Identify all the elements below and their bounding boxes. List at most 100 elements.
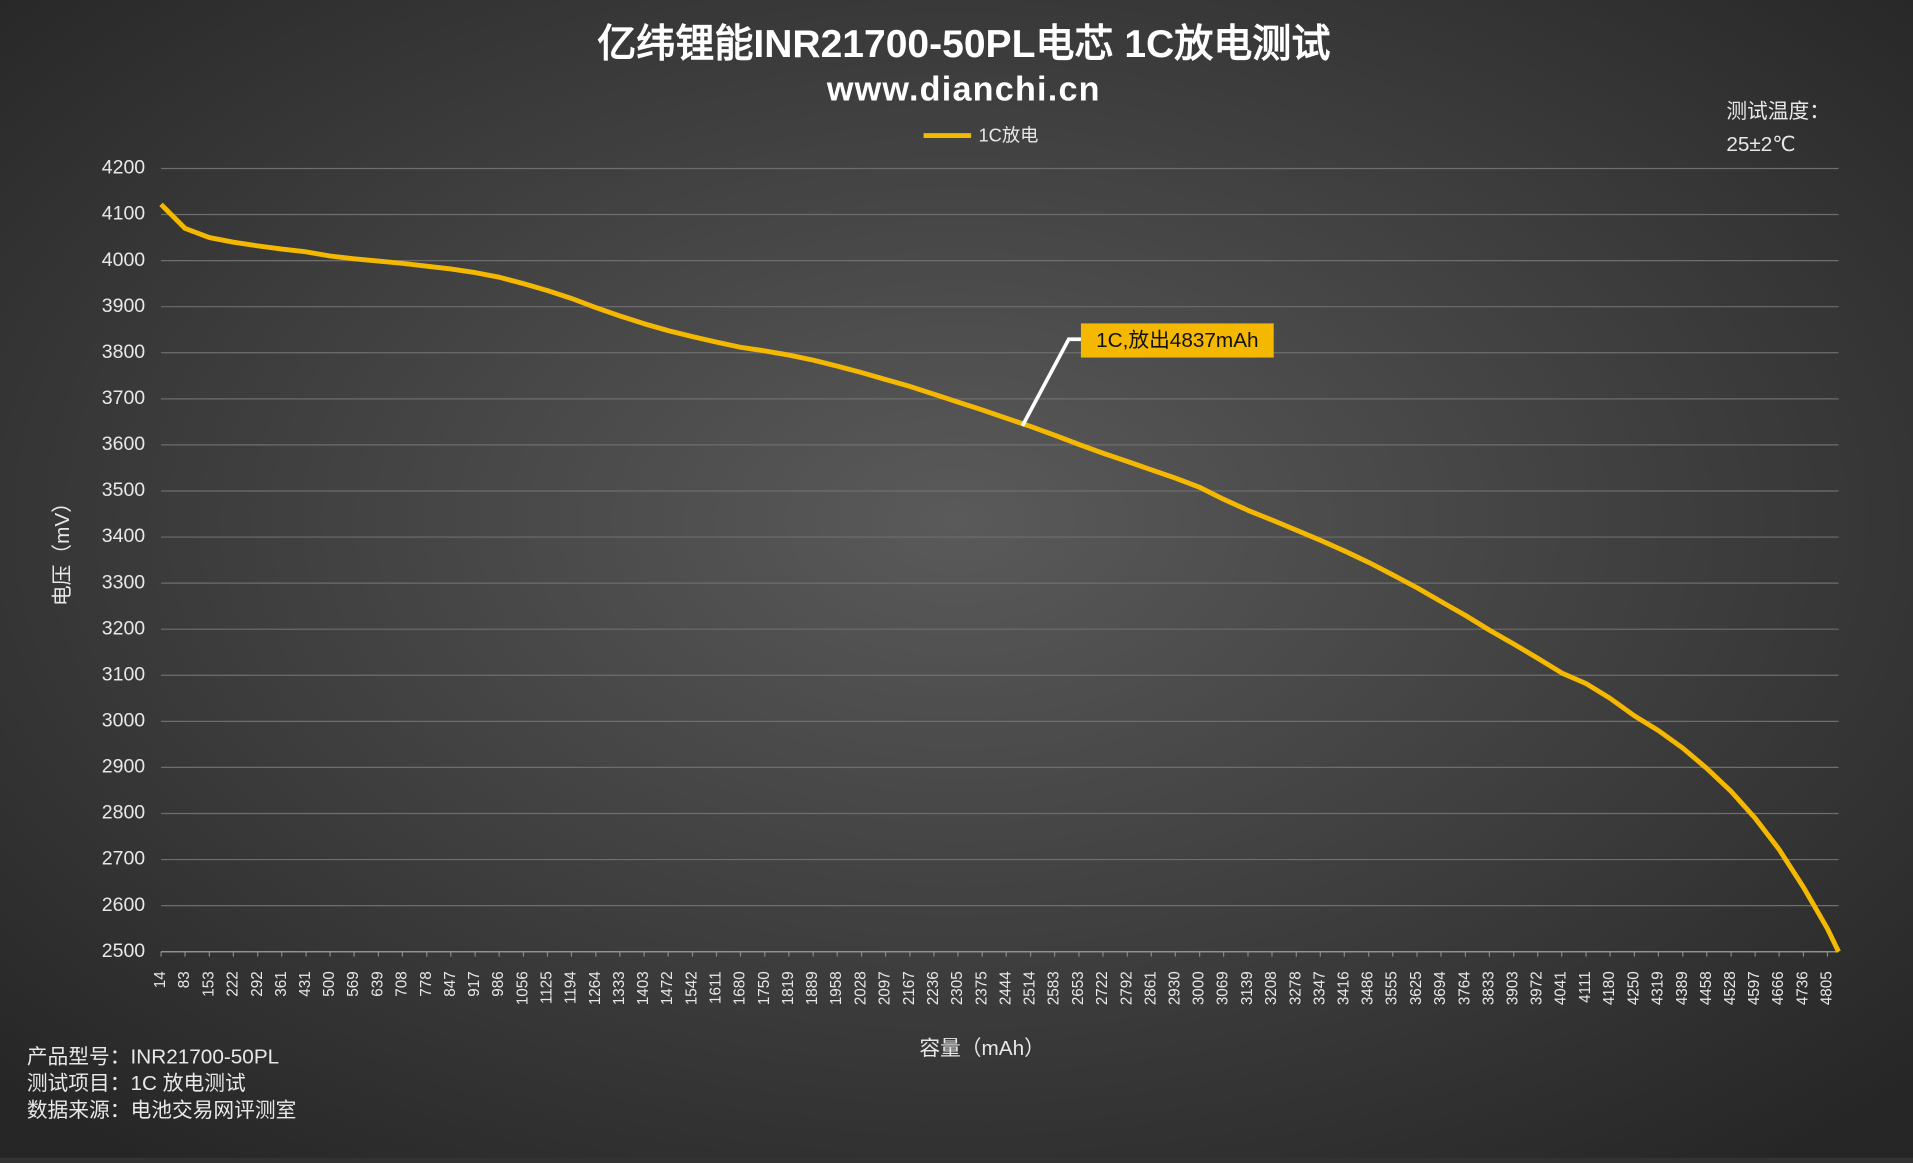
y-tick-label: 3600 xyxy=(102,433,146,455)
x-tick-label: 2236 xyxy=(925,971,942,1005)
note: 测试温度： xyxy=(1726,100,1830,123)
x-tick-label: 2444 xyxy=(997,971,1014,1005)
x-tick-label: 2097 xyxy=(877,971,894,1005)
x-tick-label: 3555 xyxy=(1384,971,1401,1005)
y-tick-label: 3700 xyxy=(102,387,146,409)
y-tick-label: 3500 xyxy=(102,479,146,501)
x-tick-label: 847 xyxy=(442,971,459,996)
x-tick-label: 4180 xyxy=(1601,971,1618,1005)
x-tick-label: 2028 xyxy=(853,971,870,1005)
footer-note: 数据来源：电池交易网评测室 xyxy=(27,1099,297,1122)
x-tick-label: 4389 xyxy=(1674,971,1691,1005)
x-tick-label: 3208 xyxy=(1263,971,1280,1005)
x-tick-label: 222 xyxy=(224,971,241,996)
x-tick-label: 500 xyxy=(321,971,338,996)
x-tick-label: 708 xyxy=(393,971,410,996)
x-tick-label: 3139 xyxy=(1239,971,1256,1005)
x-tick-label: 1264 xyxy=(587,971,604,1005)
x-tick-label: 2792 xyxy=(1118,971,1135,1005)
x-tick-label: 639 xyxy=(369,971,386,996)
x-tick-label: 3972 xyxy=(1529,971,1546,1005)
y-tick-label: 4100 xyxy=(102,203,146,225)
x-tick-label: 431 xyxy=(297,971,314,996)
x-tick-label: 4528 xyxy=(1722,971,1739,1005)
x-tick-label: 3764 xyxy=(1456,971,1473,1005)
x-tick-label: 2583 xyxy=(1046,971,1063,1005)
x-tick-label: 986 xyxy=(490,971,507,996)
y-tick-label: 4000 xyxy=(102,249,146,271)
x-tick-label: 569 xyxy=(345,971,362,996)
x-tick-label: 3625 xyxy=(1408,971,1425,1005)
x-tick-label: 2167 xyxy=(901,971,918,1005)
x-tick-label: 3694 xyxy=(1432,971,1449,1005)
annotation-box xyxy=(1080,323,1274,358)
x-tick-label: 1403 xyxy=(635,971,652,1005)
annotation: 1C,放出4837mAh xyxy=(1096,329,1259,352)
y-tick-label: 3000 xyxy=(102,710,146,732)
y-tick-label: 3300 xyxy=(102,571,146,593)
x-tick-label: 2861 xyxy=(1142,971,1159,1005)
x-tick-label: 14 xyxy=(152,971,169,988)
x-tick-label: 361 xyxy=(273,971,290,996)
line-series xyxy=(159,202,1841,953)
x-tick-label: 3486 xyxy=(1360,971,1377,1005)
x-tick-label: 3416 xyxy=(1335,971,1352,1005)
y-axis-label: 电压（mV） xyxy=(51,492,74,606)
y-tick-label: 3400 xyxy=(102,525,146,547)
y-tick-label: 3200 xyxy=(102,617,146,639)
y-tick-label: 2800 xyxy=(102,802,146,824)
x-tick-label: 1333 xyxy=(611,971,628,1005)
x-tick-label: 83 xyxy=(176,971,193,988)
x-tick-label: 292 xyxy=(249,971,266,996)
annotation-leader xyxy=(1020,337,1081,427)
x-tick-label: 1889 xyxy=(804,971,821,1005)
x-tick-label: 778 xyxy=(418,971,435,996)
x-tick-label: 4458 xyxy=(1698,971,1715,1005)
x-tick-label: 3347 xyxy=(1311,971,1328,1005)
x-tick-label: 3278 xyxy=(1287,971,1304,1005)
y-tick-label: 2700 xyxy=(102,848,146,870)
x-tick-label: 1472 xyxy=(659,971,676,1005)
y-tick-label: 2500 xyxy=(102,940,146,962)
y-tick-label: 2900 xyxy=(102,756,146,778)
y-tick-label: 2600 xyxy=(102,894,146,916)
x-tick-label: 1958 xyxy=(828,971,845,1005)
x-tick-label: 3069 xyxy=(1215,971,1232,1005)
x-tick-label: 4666 xyxy=(1770,971,1787,1005)
legend-label: 1C放电 xyxy=(978,125,1038,146)
chart-title: 亿纬锂能INR21700-50PL电芯 1C放电测试 xyxy=(597,23,1330,66)
x-tick-label: 2305 xyxy=(949,971,966,1005)
x-tick-label: 4597 xyxy=(1746,971,1763,1005)
x-tick-label: 1819 xyxy=(780,971,797,1005)
y-tick-label: 3100 xyxy=(102,663,146,685)
footer-note: 产品型号：INR21700-50PL xyxy=(27,1045,279,1068)
x-tick-label: 1125 xyxy=(539,971,556,1004)
x-tick-label: 2722 xyxy=(1094,971,1111,1005)
footer-note: 测试项目：1C 放电测试 xyxy=(27,1072,246,1095)
y-tick-label: 3800 xyxy=(102,341,146,363)
x-tick-label: 3833 xyxy=(1480,971,1497,1005)
x-tick-label: 2930 xyxy=(1166,971,1183,1005)
chart-subtitle: www.dianchi.cn xyxy=(826,71,1101,109)
x-tick-label: 1194 xyxy=(563,971,580,1004)
x-tick-label: 2375 xyxy=(973,971,990,1005)
x-tick-label: 4250 xyxy=(1625,971,1642,1005)
x-axis-label: 容量（mAh） xyxy=(919,1037,1045,1060)
x-tick-label: 4805 xyxy=(1818,971,1835,1005)
x-tick-label: 4736 xyxy=(1794,971,1811,1005)
x-tick-label: 2514 xyxy=(1022,971,1039,1005)
x-tick-label: 153 xyxy=(200,971,217,996)
x-tick-label: 917 xyxy=(466,971,483,996)
x-tick-label: 1680 xyxy=(732,971,749,1005)
x-tick-label: 2653 xyxy=(1070,971,1087,1005)
y-tick-label: 3900 xyxy=(102,295,146,317)
y-tick-label: 4200 xyxy=(102,157,146,179)
x-tick-label: 3000 xyxy=(1191,971,1208,1005)
x-tick-label: 1750 xyxy=(756,971,773,1005)
x-tick-label: 3903 xyxy=(1505,971,1522,1005)
x-tick-label: 1611 xyxy=(708,971,725,1004)
note: 25±2℃ xyxy=(1726,133,1795,156)
x-tick-label: 1056 xyxy=(515,971,532,1005)
